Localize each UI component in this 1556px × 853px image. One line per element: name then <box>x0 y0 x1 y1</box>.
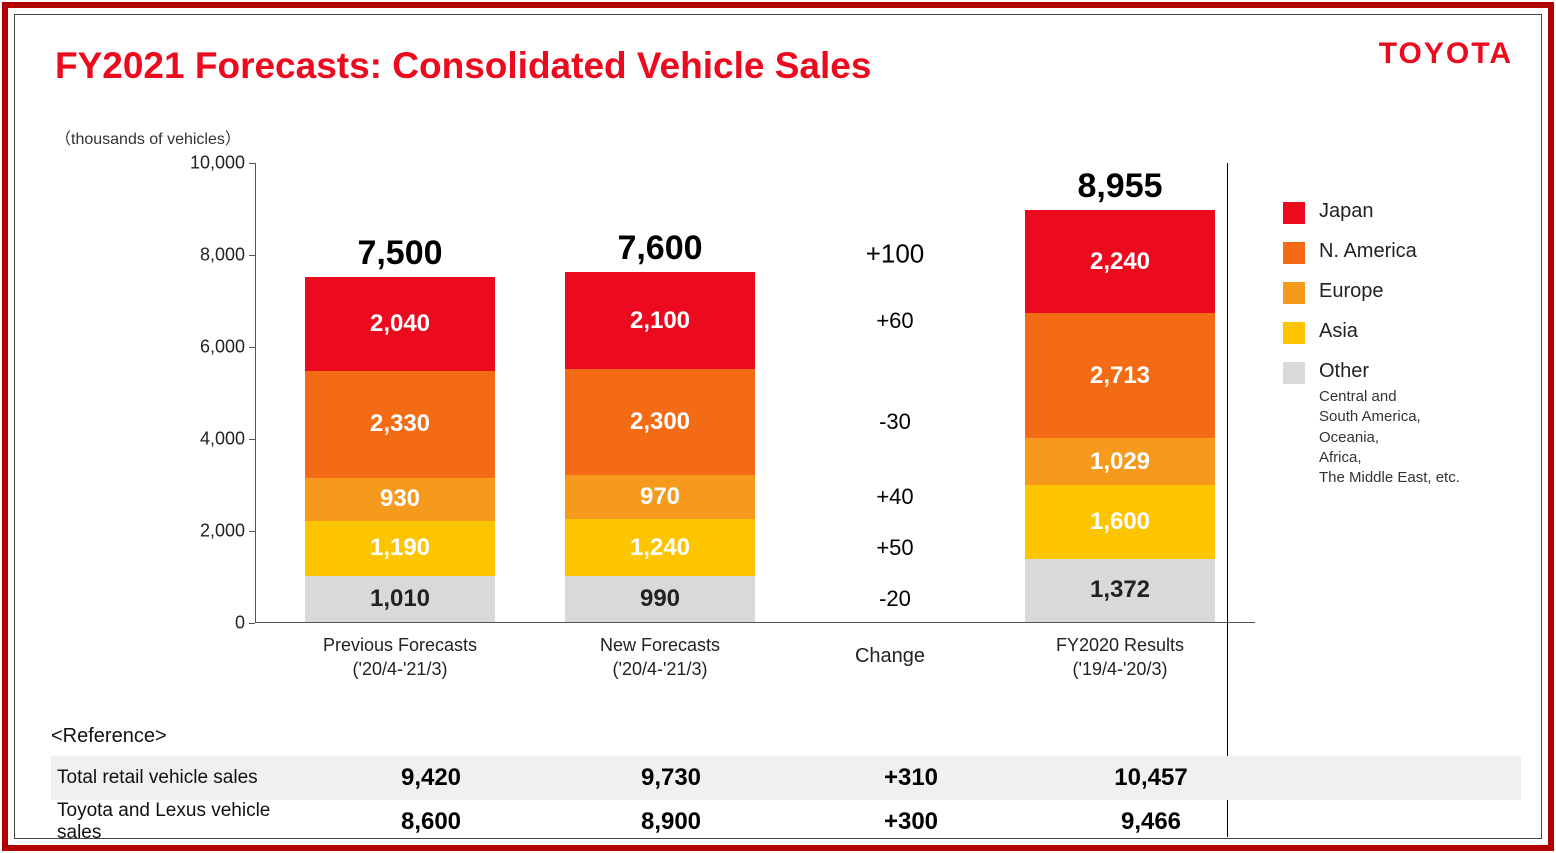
change-column: -20 +50 +40 -30 +60 +100 <box>815 163 975 622</box>
legend-item-europe: Europe <box>1283 280 1553 304</box>
bar-segment-prev-europe: 930 <box>305 478 495 521</box>
bar-segment-fy2020-namerica: 2,713 <box>1025 313 1215 438</box>
reference-value-new: 9,730 <box>551 764 791 792</box>
y-tick-label: 6,000 <box>175 337 245 358</box>
legend-swatch-asia <box>1283 322 1305 344</box>
x-label-prev: Previous Forecasts ('20/4-'21/3) <box>290 633 510 682</box>
y-tick-label: 0 <box>175 613 245 634</box>
reference-value-change: +300 <box>791 808 1031 836</box>
slide-inner-frame: TOYOTA FY2021 Forecasts: Consolidated Ve… <box>14 14 1542 839</box>
x-label-new-line2: ('20/4-'21/3) <box>613 659 708 679</box>
bar-segment-new-europe: 970 <box>565 475 755 520</box>
bar-segment-fy2020-japan: 2,240 <box>1025 210 1215 313</box>
reference-heading: <Reference> <box>51 725 1521 748</box>
legend-swatch-namerica <box>1283 242 1305 264</box>
y-tick-mark <box>249 623 255 624</box>
x-label-prev-line1: Previous Forecasts <box>323 635 477 655</box>
reference-value-new: 8,900 <box>551 808 791 836</box>
bar-segment-new-other: 990 <box>565 576 755 622</box>
reference-row: Toyota and Lexus vehicle sales8,6008,900… <box>51 800 1521 844</box>
y-tick-mark <box>249 255 255 256</box>
y-axis-line <box>255 163 256 622</box>
toyota-logo: TOYOTA <box>1379 37 1513 71</box>
y-tick-label: 4,000 <box>175 429 245 450</box>
x-label-new: New Forecasts ('20/4-'21/3) <box>550 633 770 682</box>
legend-label-namerica: N. America <box>1319 240 1417 263</box>
legend-item-namerica: N. America <box>1283 240 1553 264</box>
y-tick-label: 2,000 <box>175 521 245 542</box>
y-tick-label: 8,000 <box>175 245 245 266</box>
reference-row: Total retail vehicle sales9,4209,730+310… <box>51 756 1521 800</box>
x-label-fy2020-line1: FY2020 Results <box>1056 635 1184 655</box>
bar-segment-fy2020-europe: 1,029 <box>1025 438 1215 485</box>
bar-segment-fy2020-other: 1,372 <box>1025 559 1215 622</box>
change-value-other: -20 <box>815 586 975 612</box>
reference-value-fy2020: 9,466 <box>1031 808 1271 836</box>
legend-item-asia: Asia <box>1283 320 1553 344</box>
bar-segment-new-asia: 1,240 <box>565 519 755 576</box>
legend-label-japan: Japan <box>1319 200 1374 223</box>
change-value-japan: +60 <box>815 308 975 334</box>
reference-value-change: +310 <box>791 764 1031 792</box>
reference-value-prev: 8,600 <box>311 808 551 836</box>
reference-value-fy2020: 10,457 <box>1031 764 1271 792</box>
bar-total-fy2020: 8,955 <box>1025 167 1215 206</box>
bar-segment-new-namerica: 2,300 <box>565 369 755 475</box>
y-tick-mark <box>249 163 255 164</box>
bar-segment-prev-asia: 1,190 <box>305 521 495 576</box>
slide-outer-frame: TOYOTA FY2021 Forecasts: Consolidated Ve… <box>2 2 1554 851</box>
reference-value-prev: 9,420 <box>311 764 551 792</box>
legend-swatch-other <box>1283 362 1305 384</box>
legend-sublabel-other: Central andSouth America,Oceania,Africa,… <box>1319 387 1460 488</box>
y-tick-mark <box>249 531 255 532</box>
y-tick-mark <box>249 439 255 440</box>
bar-group-fy2020: 1,3721,6001,0292,7132,2408,955 <box>1025 210 1215 622</box>
chart-plot: 02,0004,0006,0008,00010,0001,0101,190930… <box>255 163 1255 623</box>
bar-total-new: 7,600 <box>565 229 755 268</box>
x-label-prev-line2: ('20/4-'21/3) <box>353 659 448 679</box>
bar-segment-prev-other: 1,010 <box>305 576 495 622</box>
bar-total-prev: 7,500 <box>305 234 495 273</box>
slide-title: FY2021 Forecasts: Consolidated Vehicle S… <box>55 45 871 87</box>
x-label-fy2020: FY2020 Results ('19/4-'20/3) <box>1010 633 1230 682</box>
legend-label-europe: Europe <box>1319 280 1384 303</box>
bar-segment-prev-japan: 2,040 <box>305 277 495 371</box>
bar-segment-new-japan: 2,100 <box>565 272 755 369</box>
y-tick-mark <box>249 347 255 348</box>
y-axis-unit-label: （thousands of vehicles） <box>55 125 241 149</box>
chart-area: 02,0004,0006,0008,00010,0001,0101,190930… <box>255 163 1255 653</box>
x-label-fy2020-line2: ('19/4-'20/3) <box>1073 659 1168 679</box>
legend-swatch-japan <box>1283 202 1305 224</box>
x-label-change: Change <box>800 643 980 670</box>
legend-item-japan: Japan <box>1283 200 1553 224</box>
reference-section: <Reference> Total retail vehicle sales9,… <box>51 725 1521 844</box>
reference-row-label: Toyota and Lexus vehicle sales <box>51 800 311 844</box>
bar-group-prev: 1,0101,1909302,3302,0407,500 <box>305 277 495 622</box>
change-value-europe: +40 <box>815 484 975 510</box>
x-label-new-line1: New Forecasts <box>600 635 720 655</box>
bar-group-new: 9901,2409702,3002,1007,600 <box>565 272 755 622</box>
change-value-asia: +50 <box>815 535 975 561</box>
bar-segment-fy2020-asia: 1,600 <box>1025 485 1215 559</box>
legend-swatch-europe <box>1283 282 1305 304</box>
legend-label-asia: Asia <box>1319 320 1358 343</box>
legend-item-other: OtherCentral andSouth America,Oceania,Af… <box>1283 360 1553 488</box>
reference-rows: Total retail vehicle sales9,4209,730+310… <box>51 756 1521 844</box>
bar-segment-prev-namerica: 2,330 <box>305 371 495 478</box>
legend-label-other: OtherCentral andSouth America,Oceania,Af… <box>1319 360 1460 488</box>
chart-legend: Japan N. America Europe Asia OtherCentral an… <box>1283 200 1553 504</box>
reference-row-label: Total retail vehicle sales <box>51 767 311 789</box>
y-tick-label: 10,000 <box>175 153 245 174</box>
change-value-total: +100 <box>815 239 975 270</box>
change-value-namerica: -30 <box>815 409 975 435</box>
